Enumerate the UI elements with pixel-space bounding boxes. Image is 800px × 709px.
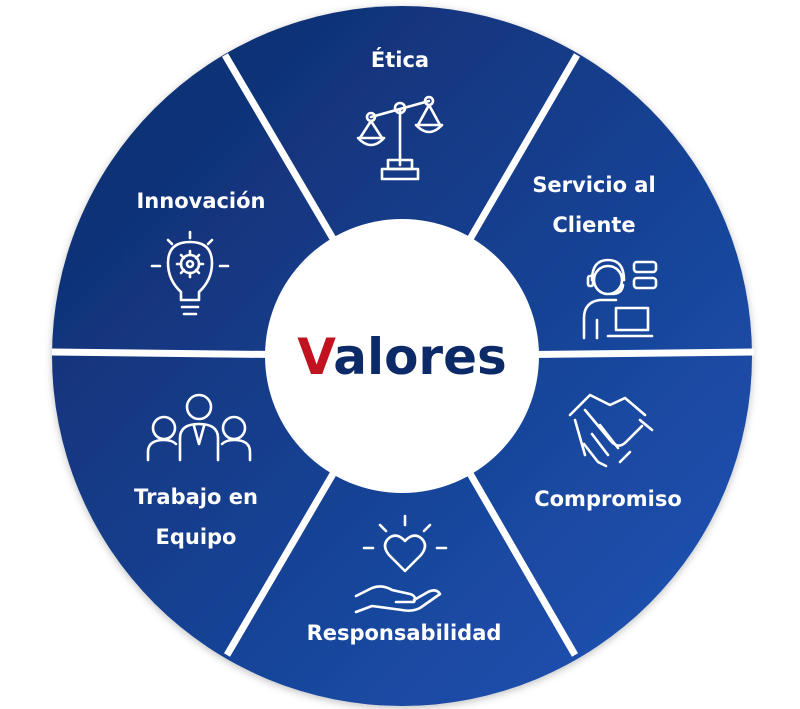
segment-label-etica: Ética xyxy=(371,47,429,72)
center-circle xyxy=(265,219,539,493)
scales-of-justice-icon xyxy=(356,95,444,181)
center-title-rest: alores xyxy=(333,328,507,386)
segment-dividers xyxy=(51,53,755,657)
segment-label-servicio-line1: Servicio al xyxy=(532,173,655,197)
segment-responsabilidad: Responsabilidad xyxy=(307,514,502,645)
segment-label-responsabilidad: Responsabilidad xyxy=(307,621,502,645)
hand-holding-heart-icon xyxy=(354,514,448,614)
segment-compromiso: Compromiso xyxy=(534,393,682,511)
segment-label-compromiso: Compromiso xyxy=(534,487,682,511)
center-title-first-letter: V xyxy=(297,328,336,386)
segment-label-servicio-line2: Cliente xyxy=(552,213,635,237)
segment-innovacion: Innovación xyxy=(136,189,266,316)
team-people-icon xyxy=(146,393,252,462)
segment-trabajo-en-equipo: Trabajo en Equipo xyxy=(134,393,258,549)
segment-etica: Ética xyxy=(356,47,444,181)
segment-label-trabajo-line1: Trabajo en xyxy=(134,485,258,509)
customer-service-agent-icon xyxy=(582,258,658,340)
handshake-icon xyxy=(568,393,654,468)
center-title: Valores xyxy=(297,328,507,386)
segment-label-trabajo-line2: Equipo xyxy=(156,525,237,549)
segment-servicio-al-cliente: Servicio al Cliente xyxy=(532,173,658,340)
segment-label-innovacion: Innovación xyxy=(136,189,265,213)
lightbulb-gear-icon xyxy=(150,230,230,316)
